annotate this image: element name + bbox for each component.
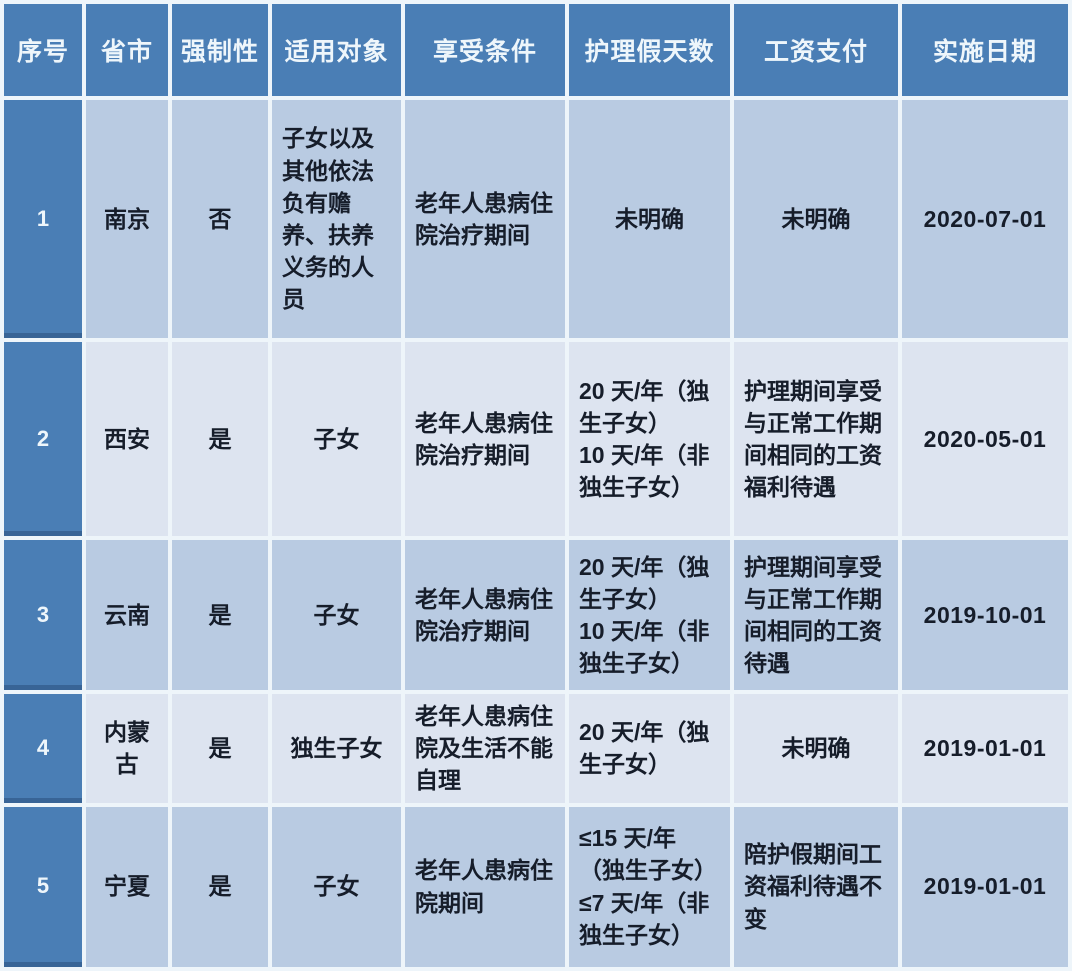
cell-eligibility-condition: 老年人患病住院期间 <box>405 806 565 967</box>
cell-mandatory: 是 <box>172 806 268 967</box>
cell-applicable-persons: 子女 <box>272 806 401 967</box>
cell-mandatory: 是 <box>172 342 268 536</box>
header-province: 省市 <box>86 4 168 96</box>
cell-effective-date: 2019-01-01 <box>902 694 1068 803</box>
policy-row-nanjing: 1 南京 否 子女以及其他依法负有赡养、扶养义务的人员 老年人患病住院治疗期间 … <box>4 100 1068 338</box>
header-wage-payment: 工资支付 <box>734 4 898 96</box>
cell-seq: 1 <box>4 100 82 338</box>
cell-applicable-persons: 子女 <box>272 540 401 690</box>
header-applicable-persons: 适用对象 <box>272 4 401 96</box>
cell-wage-payment: 未明确 <box>734 100 898 338</box>
cell-province: 宁夏 <box>86 806 168 967</box>
cell-applicable-persons: 独生子女 <box>272 694 401 803</box>
cell-eligibility-condition: 老年人患病住院治疗期间 <box>405 100 565 338</box>
policy-row-ningxia: 5 宁夏 是 子女 老年人患病住院期间 ≤15 天/年（独生子女） ≤7 天/年… <box>4 806 1068 967</box>
cell-seq: 4 <box>4 694 82 803</box>
cell-effective-date: 2019-10-01 <box>902 540 1068 690</box>
cell-mandatory: 是 <box>172 540 268 690</box>
cell-wage-payment: 未明确 <box>734 694 898 803</box>
header-leave-days: 护理假天数 <box>569 4 730 96</box>
cell-leave-days: 20 天/年（独生子女） <box>569 694 730 803</box>
cell-applicable-persons: 子女以及其他依法负有赡养、扶养义务的人员 <box>272 100 401 338</box>
cell-mandatory: 是 <box>172 694 268 803</box>
cell-leave-days: 未明确 <box>569 100 730 338</box>
cell-wage-payment: 陪护假期间工资福利待遇不变 <box>734 806 898 967</box>
cell-leave-days: 20 天/年（独生子女） 10 天/年（非独生子女） <box>569 540 730 690</box>
cell-seq: 2 <box>4 342 82 536</box>
cell-effective-date: 2020-07-01 <box>902 100 1068 338</box>
cell-province: 南京 <box>86 100 168 338</box>
cell-wage-payment: 护理期间享受与正常工作期间相同的工资待遇 <box>734 540 898 690</box>
cell-applicable-persons: 子女 <box>272 342 401 536</box>
cell-eligibility-condition: 老年人患病住院及生活不能自理 <box>405 694 565 803</box>
cell-province: 内蒙古 <box>86 694 168 803</box>
cell-province: 云南 <box>86 540 168 690</box>
policy-row-neimenggu: 4 内蒙古 是 独生子女 老年人患病住院及生活不能自理 20 天/年（独生子女）… <box>4 694 1068 803</box>
header-effective-date: 实施日期 <box>902 4 1068 96</box>
cell-effective-date: 2020-05-01 <box>902 342 1068 536</box>
cell-wage-payment: 护理期间享受与正常工作期间相同的工资福利待遇 <box>734 342 898 536</box>
policy-row-xian: 2 西安 是 子女 老年人患病住院治疗期间 20 天/年（独生子女） 10 天/… <box>4 342 1068 536</box>
header-seq: 序号 <box>4 4 82 96</box>
header-mandatory: 强制性 <box>172 4 268 96</box>
cell-seq: 5 <box>4 806 82 967</box>
policy-row-yunnan: 3 云南 是 子女 老年人患病住院治疗期间 20 天/年（独生子女） 10 天/… <box>4 540 1068 690</box>
header-eligibility-condition: 享受条件 <box>405 4 565 96</box>
cell-province: 西安 <box>86 342 168 536</box>
cell-eligibility-condition: 老年人患病住院治疗期间 <box>405 540 565 690</box>
cell-mandatory: 否 <box>172 100 268 338</box>
cell-leave-days: 20 天/年（独生子女） 10 天/年（非独生子女） <box>569 342 730 536</box>
cell-seq: 3 <box>4 540 82 690</box>
table-header-row: 序号 省市 强制性 适用对象 享受条件 护理假天数 工资支付 实施日期 <box>4 4 1068 96</box>
cell-leave-days: ≤15 天/年（独生子女） ≤7 天/年（非独生子女） <box>569 806 730 967</box>
cell-eligibility-condition: 老年人患病住院治疗期间 <box>405 342 565 536</box>
cell-effective-date: 2019-01-01 <box>902 806 1068 967</box>
